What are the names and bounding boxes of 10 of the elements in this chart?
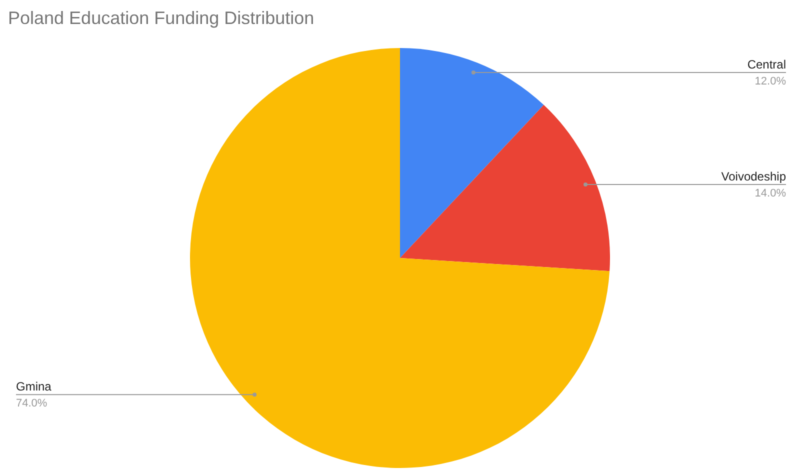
chart-title: Poland Education Funding Distribution bbox=[8, 8, 314, 29]
pie-slice bbox=[190, 48, 610, 468]
pie-slice bbox=[400, 48, 544, 258]
slice-label: Gmina bbox=[16, 380, 52, 394]
data-label: 74.0% bbox=[16, 398, 48, 410]
data-label: 14.0% bbox=[754, 188, 786, 200]
slice-label: Central bbox=[747, 58, 786, 72]
pie-slice bbox=[400, 104, 610, 272]
slice-label: Voivodeship bbox=[721, 170, 786, 184]
data-label: 12.0% bbox=[754, 76, 786, 88]
